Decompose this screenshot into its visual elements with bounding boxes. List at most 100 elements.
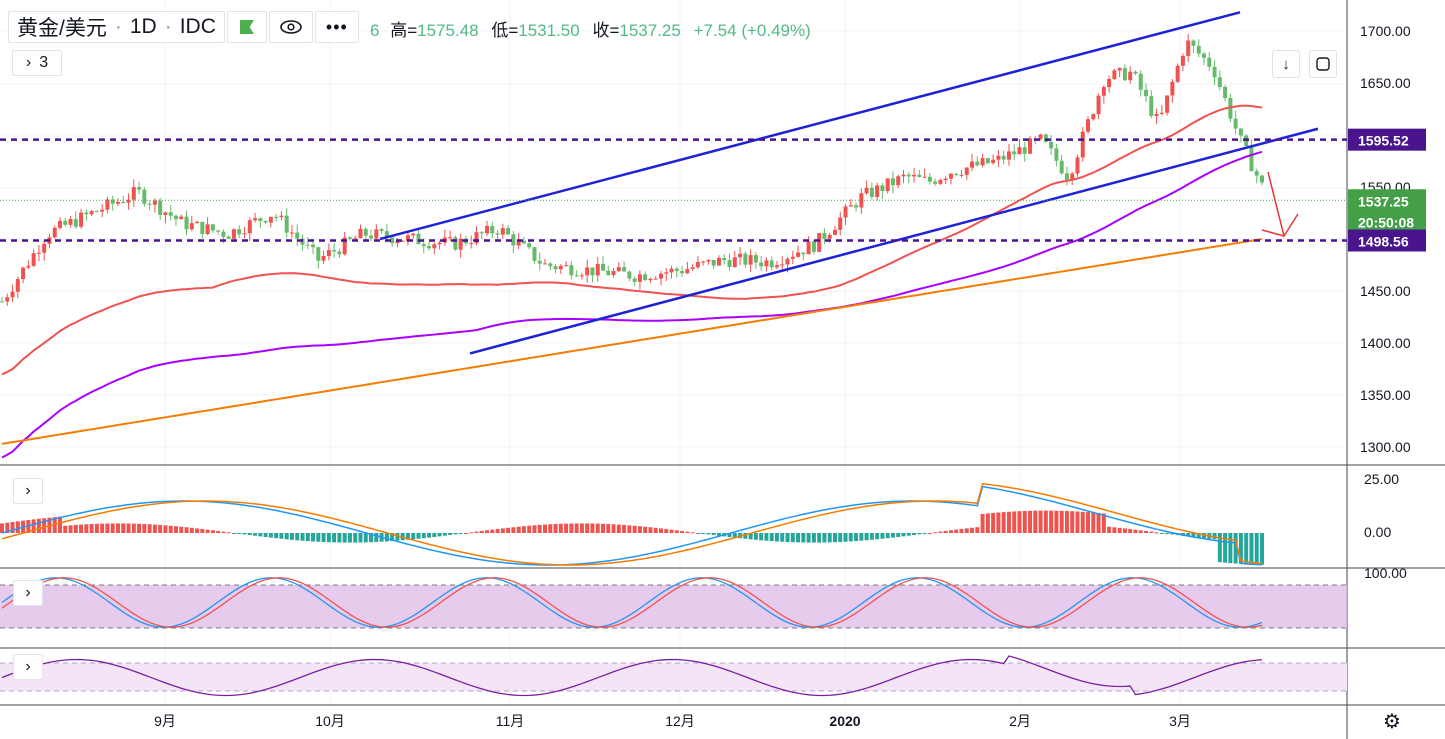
candle	[854, 205, 859, 208]
chevron-right-icon: ›	[25, 658, 31, 675]
macd-histogram-bar	[205, 529, 210, 533]
macd-histogram-bar	[890, 533, 895, 538]
macd-histogram-bar	[674, 530, 679, 533]
macd-histogram-bar	[1254, 533, 1259, 565]
macd-histogram-bar	[948, 530, 953, 533]
macd-histogram-bar	[347, 533, 352, 543]
macd-histogram-bar	[980, 513, 985, 533]
macd-histogram-bar	[616, 524, 621, 533]
candle	[743, 253, 748, 265]
candle	[15, 279, 20, 292]
candle	[558, 265, 563, 270]
macd-histogram-bar	[748, 533, 753, 540]
macd-histogram-bar	[295, 533, 300, 541]
indicators-toggle[interactable]: › 3	[12, 50, 62, 76]
macd-histogram-bar	[716, 533, 721, 536]
macd-histogram-bar	[885, 533, 890, 539]
macd-histogram-bar	[279, 533, 284, 539]
candle	[669, 268, 674, 273]
macd-histogram-bar	[453, 533, 458, 535]
macd-histogram-bar	[780, 533, 785, 542]
candle	[247, 220, 252, 234]
price-tag-label: 1537.25	[1358, 193, 1409, 209]
macd-histogram-bar	[1128, 529, 1133, 533]
candle	[643, 274, 648, 281]
candle	[1260, 175, 1264, 183]
macd-histogram-bar	[79, 524, 84, 533]
macd-histogram-bar	[574, 523, 579, 533]
macd-histogram-bar	[553, 523, 558, 533]
macd-histogram-bar	[558, 523, 563, 533]
macd-histogram-bar	[1191, 533, 1196, 538]
candle	[1001, 155, 1006, 160]
candle	[954, 173, 959, 175]
macd-histogram-bar	[184, 527, 189, 533]
candle	[1043, 134, 1048, 142]
scroll-down-button[interactable]: ↓	[1272, 50, 1300, 78]
rsi-pane-toggle[interactable]: ›	[13, 654, 43, 680]
macd-histogram-bar	[1075, 511, 1080, 533]
candle	[1054, 148, 1059, 161]
candle	[1133, 71, 1138, 74]
candle	[875, 185, 880, 197]
candle	[1022, 147, 1027, 154]
macd-histogram-bar	[1249, 533, 1254, 565]
candle	[495, 233, 500, 235]
ohlc-prefix: 6	[370, 21, 380, 40]
flag-button[interactable]	[226, 11, 267, 43]
macd-histogram-bar	[1059, 510, 1064, 533]
candle	[390, 237, 395, 244]
candle	[173, 215, 178, 220]
macd-histogram-bar	[1107, 526, 1112, 533]
macd-histogram-bar	[927, 532, 932, 534]
macd-histogram-bar	[474, 531, 479, 533]
macd-histogram-bar	[89, 524, 94, 533]
candle	[237, 229, 242, 235]
candle	[827, 234, 832, 239]
macd-histogram-bar	[1012, 511, 1017, 533]
macd-histogram-bar	[912, 533, 917, 535]
macd-histogram-bar	[36, 518, 41, 533]
macd-histogram-bar	[1138, 530, 1143, 533]
candle	[1191, 40, 1196, 46]
stoch-pane-toggle[interactable]: ›	[13, 580, 43, 606]
candle	[1196, 45, 1201, 54]
candle	[94, 211, 99, 213]
macd-histogram-bar	[342, 533, 347, 543]
macd-pane-toggle[interactable]: ›	[13, 478, 43, 504]
candle	[611, 271, 616, 276]
macd-histogram-bar	[42, 518, 47, 533]
candle	[1254, 171, 1259, 176]
macd-histogram-bar	[363, 533, 368, 543]
candle	[448, 237, 453, 239]
macd-histogram-bar	[811, 533, 816, 543]
macd-histogram-bar	[1133, 529, 1138, 533]
macd-histogram-bar	[1165, 533, 1170, 534]
candle	[590, 267, 595, 276]
arrow-annotation	[1261, 229, 1285, 237]
candle	[796, 252, 801, 257]
arrow-down-icon: ↓	[1282, 55, 1290, 73]
candle	[664, 272, 669, 274]
macd-histogram-bar	[759, 533, 764, 541]
macd-histogram-bar	[411, 533, 416, 540]
visibility-button[interactable]	[268, 11, 313, 43]
more-button[interactable]: •••	[314, 11, 359, 43]
chevron-right-icon: ›	[25, 482, 31, 499]
macd-histogram-bar	[1038, 510, 1043, 533]
macd-histogram-bar	[448, 533, 453, 536]
price-tick-label: 1350.00	[1360, 387, 1411, 403]
candle	[79, 212, 84, 227]
fullscreen-button[interactable]	[1309, 50, 1337, 78]
price-tag	[1348, 189, 1426, 212]
stoch-k-line	[1, 577, 1263, 628]
price-tag	[1348, 210, 1426, 233]
source: IDC	[179, 15, 216, 38]
macd-histogram-bar	[648, 527, 653, 533]
candle	[279, 215, 284, 218]
macd-histogram-bar	[1149, 531, 1154, 533]
time-tick-label: 12月	[665, 713, 695, 729]
macd-histogram-bar	[727, 533, 732, 538]
candle	[416, 233, 421, 245]
symbol-button[interactable]: 黄金/美元 · 1D · IDC	[8, 11, 225, 43]
